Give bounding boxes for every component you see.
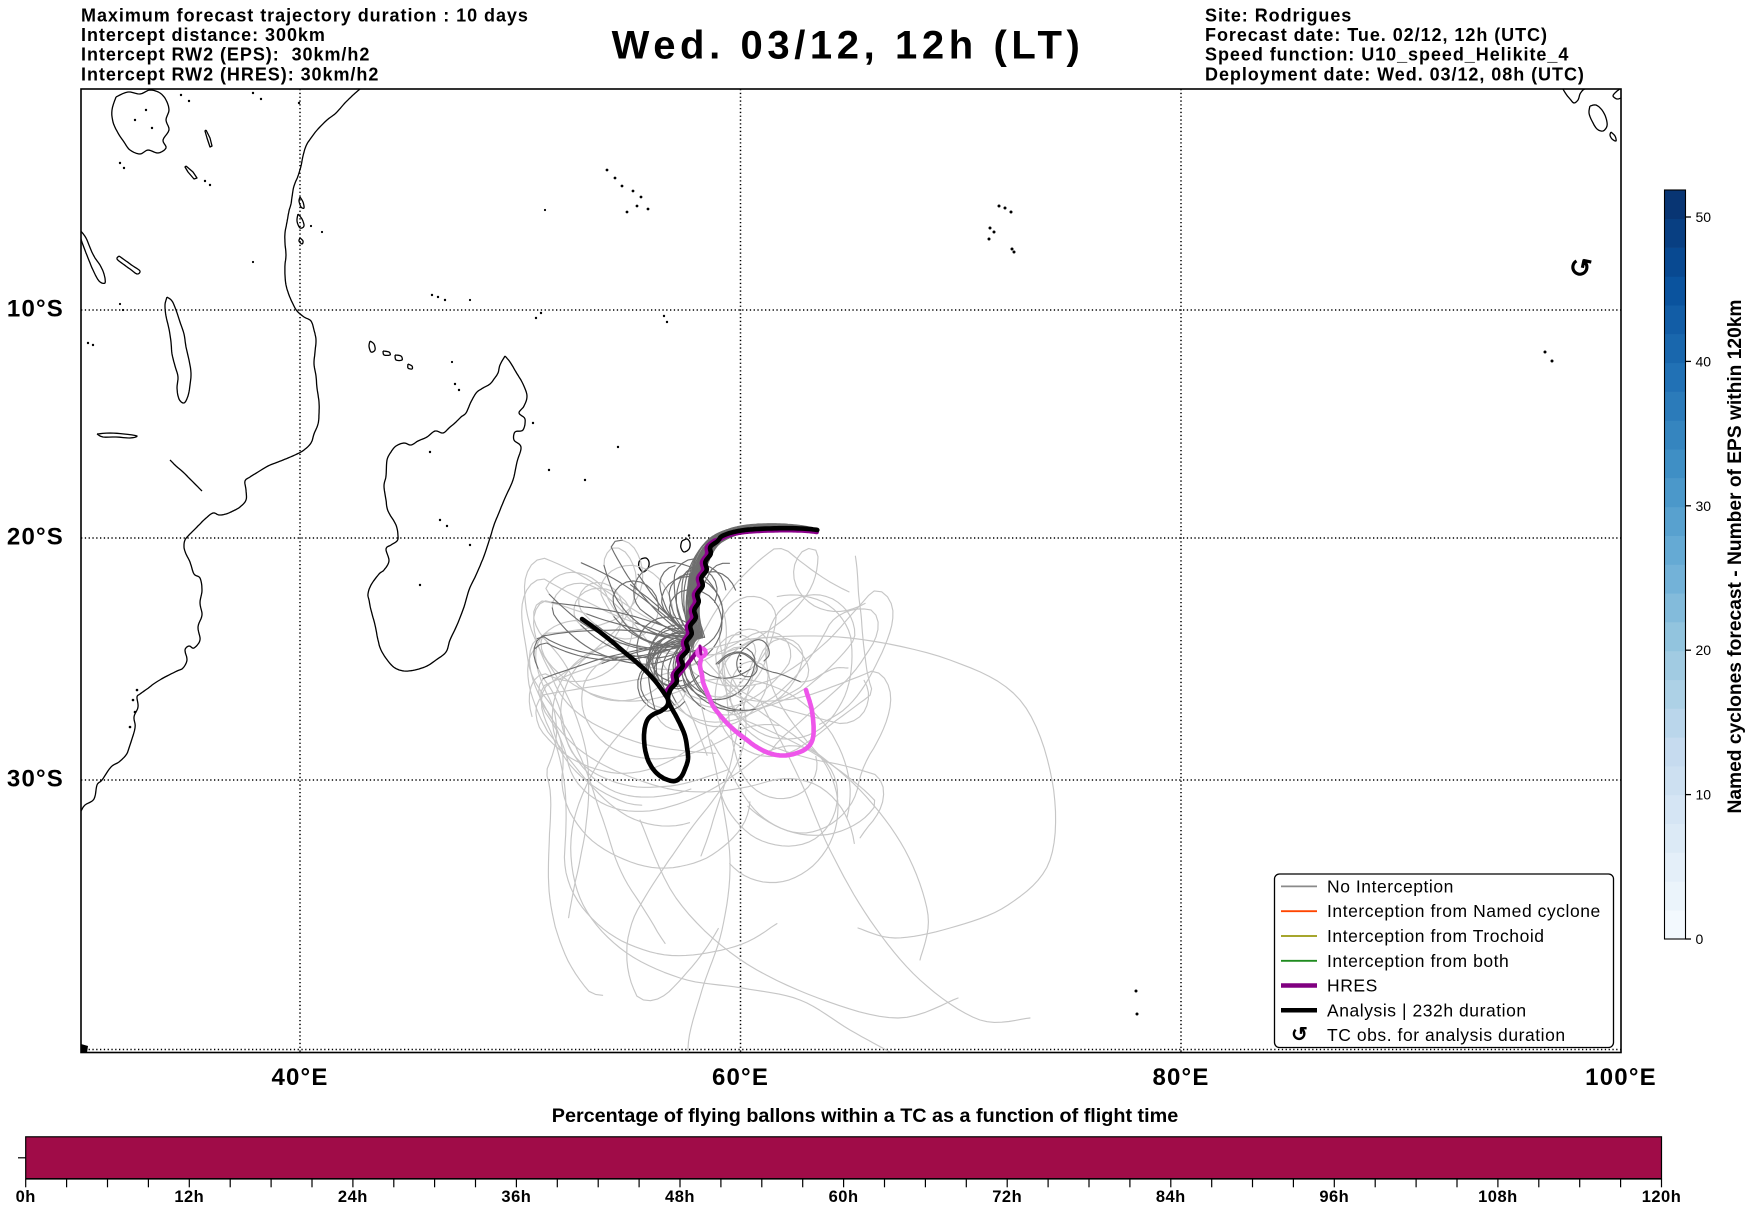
svg-text:12h: 12h xyxy=(174,1188,204,1206)
svg-text:20: 20 xyxy=(1696,642,1712,658)
svg-text:72h: 72h xyxy=(992,1188,1022,1206)
svg-text:48h: 48h xyxy=(665,1188,695,1206)
svg-text:84h: 84h xyxy=(1156,1188,1186,1206)
svg-text:Wed. 03/12, 12h (LT): Wed. 03/12, 12h (LT) xyxy=(612,24,1085,68)
svg-text:Intercept RW2 (EPS): 30km/h2: Intercept RW2 (EPS): 30km/h2 xyxy=(81,45,370,65)
svg-text:Speed function: U10_speed_Heli: Speed function: U10_speed_Helikite_4 xyxy=(1205,45,1569,65)
svg-text:Intercept RW2 (HRES): 30km/h2: Intercept RW2 (HRES): 30km/h2 xyxy=(81,64,379,84)
svg-text:20°S: 20°S xyxy=(7,524,64,551)
svg-text:TC obs. for analysis duration: TC obs. for analysis duration xyxy=(1327,1025,1566,1045)
svg-text:10: 10 xyxy=(1696,787,1712,803)
svg-text:Forecast date: Tue. 02/12, 12h: Forecast date: Tue. 02/12, 12h (UTC) xyxy=(1205,25,1548,45)
svg-text:Analysis | 232h duration: Analysis | 232h duration xyxy=(1327,1000,1527,1020)
svg-text:100°E: 100°E xyxy=(1585,1064,1657,1091)
svg-text:HRES: HRES xyxy=(1327,976,1378,996)
svg-text:Interception from Named cyclon: Interception from Named cyclone xyxy=(1327,901,1601,921)
svg-text:120h: 120h xyxy=(1642,1188,1682,1206)
svg-text:60h: 60h xyxy=(829,1188,859,1206)
svg-text:40: 40 xyxy=(1696,353,1712,369)
svg-text:No Interception: No Interception xyxy=(1327,876,1454,896)
svg-text:24h: 24h xyxy=(338,1188,368,1206)
svg-text:Named cyclones forecast - Numb: Named cyclones forecast - Number of EPS … xyxy=(1725,300,1746,814)
svg-text:40°E: 40°E xyxy=(271,1064,328,1091)
svg-text:Maximum forecast trajectory du: Maximum forecast trajectory duration : 1… xyxy=(81,6,529,26)
svg-text:36h: 36h xyxy=(501,1188,531,1206)
svg-text:50: 50 xyxy=(1696,209,1712,225)
svg-text:0: 0 xyxy=(1696,931,1704,947)
svg-text:Deployment date: Wed. 03/12, 0: Deployment date: Wed. 03/12, 08h (UTC) xyxy=(1205,64,1585,84)
svg-text:30: 30 xyxy=(1696,498,1712,514)
svg-text:96h: 96h xyxy=(1319,1188,1349,1206)
svg-text:Interception from both: Interception from both xyxy=(1327,951,1509,971)
svg-text:108h: 108h xyxy=(1478,1188,1518,1206)
svg-text:Percentage of flying ballons w: Percentage of flying ballons within a TC… xyxy=(552,1105,1178,1127)
svg-text:10°S: 10°S xyxy=(7,296,64,323)
svg-text:↺: ↺ xyxy=(1291,1024,1308,1046)
svg-text:Intercept distance: 300km: Intercept distance: 300km xyxy=(81,25,326,45)
svg-text:60°E: 60°E xyxy=(712,1064,769,1091)
svg-text:↺: ↺ xyxy=(1566,251,1594,285)
svg-text:0h: 0h xyxy=(16,1188,36,1206)
svg-text:Interception from Trochoid: Interception from Trochoid xyxy=(1327,926,1545,946)
svg-text:80°E: 80°E xyxy=(1152,1064,1209,1091)
svg-text:30°S: 30°S xyxy=(7,766,64,793)
svg-text:Site: Rodrigues: Site: Rodrigues xyxy=(1205,6,1352,26)
